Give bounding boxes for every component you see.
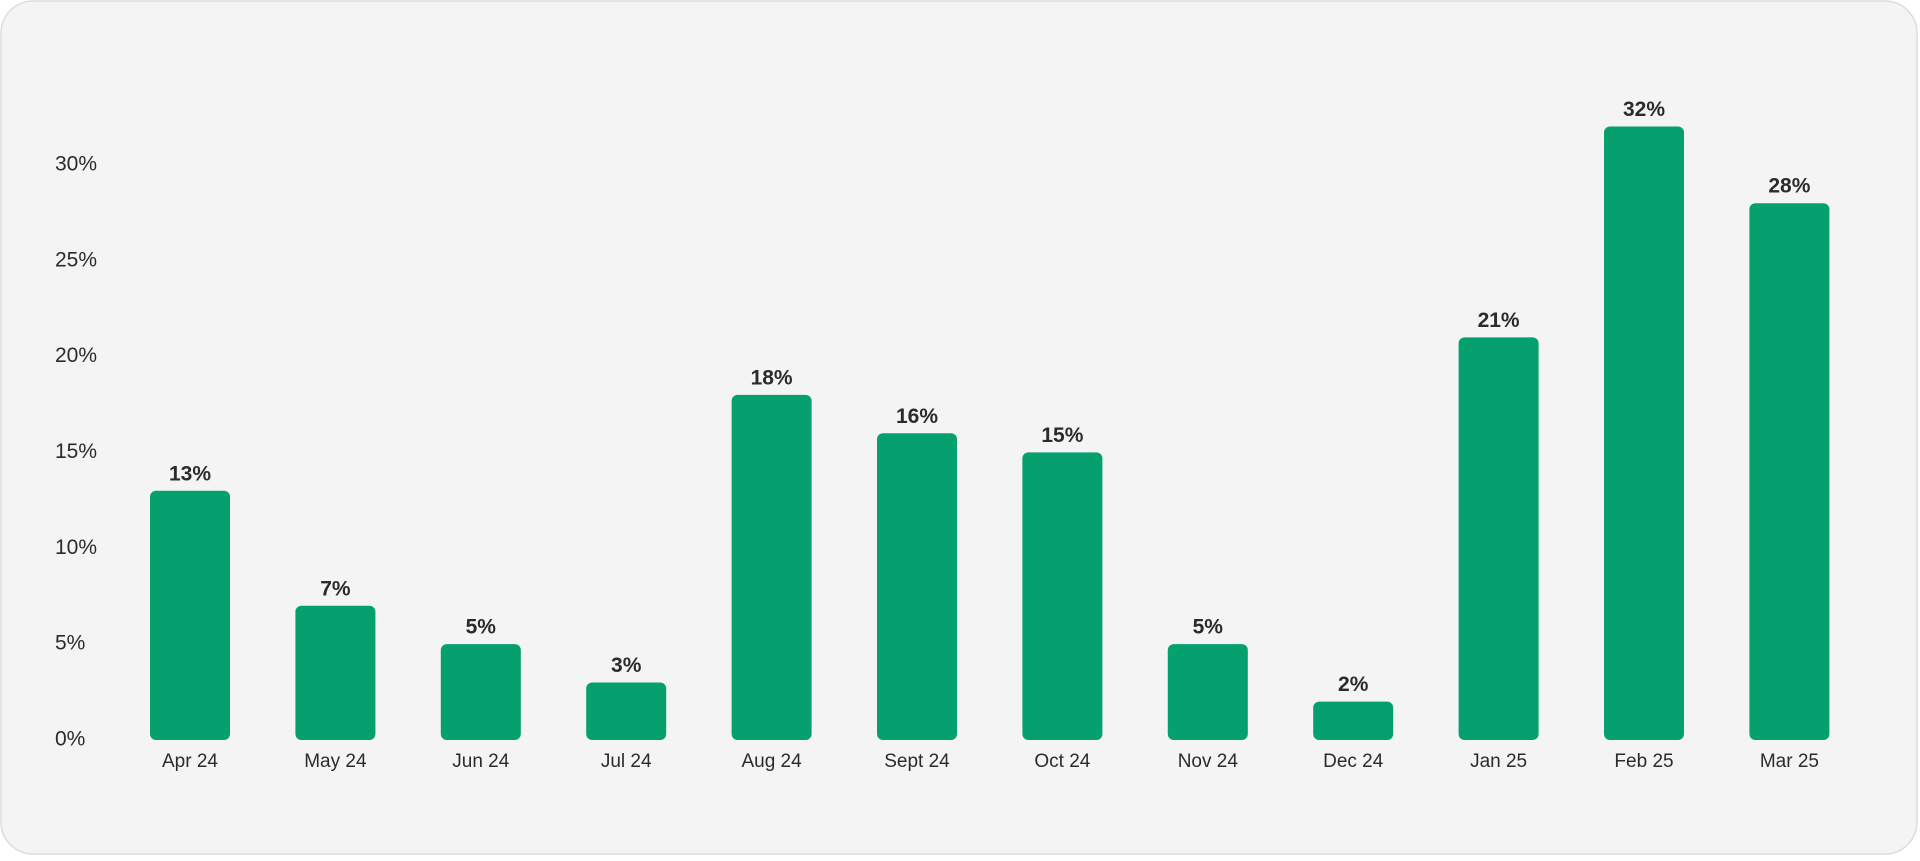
bar xyxy=(877,433,957,740)
x-tick-label: Jun 24 xyxy=(452,751,509,772)
bar xyxy=(731,394,812,740)
value-label: 5% xyxy=(466,616,497,639)
y-tick-label: 15% xyxy=(55,440,97,463)
y-tick-label: 5% xyxy=(55,632,85,655)
value-label: 15% xyxy=(1041,424,1083,447)
value-label: 21% xyxy=(1478,309,1520,332)
bar xyxy=(1604,126,1684,740)
value-label: 7% xyxy=(320,577,351,600)
bar xyxy=(295,605,376,740)
bar xyxy=(1313,701,1394,740)
value-label: 5% xyxy=(1193,616,1224,639)
value-label: 13% xyxy=(169,462,211,485)
value-label: 32% xyxy=(1623,98,1665,121)
x-tick-label: Nov 24 xyxy=(1178,751,1239,772)
bar xyxy=(586,682,667,740)
x-tick-label: Sept 24 xyxy=(884,751,950,772)
value-label: 3% xyxy=(611,654,642,677)
value-label: 16% xyxy=(896,405,938,428)
bar xyxy=(150,490,230,740)
x-tick-label: Jan 25 xyxy=(1470,751,1527,772)
y-tick-label: 10% xyxy=(55,536,97,559)
value-label: 18% xyxy=(751,366,793,389)
x-tick-label: Feb 25 xyxy=(1614,751,1673,772)
x-tick-label: May 24 xyxy=(304,751,367,772)
x-tick-label: Apr 24 xyxy=(162,751,218,772)
x-tick-label: Dec 24 xyxy=(1323,751,1384,772)
x-tick-label: Mar 25 xyxy=(1760,751,1819,772)
y-tick-label: 0% xyxy=(55,728,85,751)
bar xyxy=(1458,337,1539,740)
y-tick-label: 20% xyxy=(55,344,97,367)
bar xyxy=(1022,452,1103,740)
y-tick-label: 25% xyxy=(55,248,97,271)
x-tick-label: Jul 24 xyxy=(601,751,652,772)
y-tick-label: 30% xyxy=(55,152,97,175)
value-label: 2% xyxy=(1338,673,1369,696)
bar xyxy=(1167,644,1248,740)
x-tick-label: Oct 24 xyxy=(1034,751,1090,772)
x-tick-label: Aug 24 xyxy=(741,751,802,772)
bar xyxy=(1749,203,1830,740)
bar xyxy=(440,644,521,740)
value-label: 28% xyxy=(1768,175,1810,198)
